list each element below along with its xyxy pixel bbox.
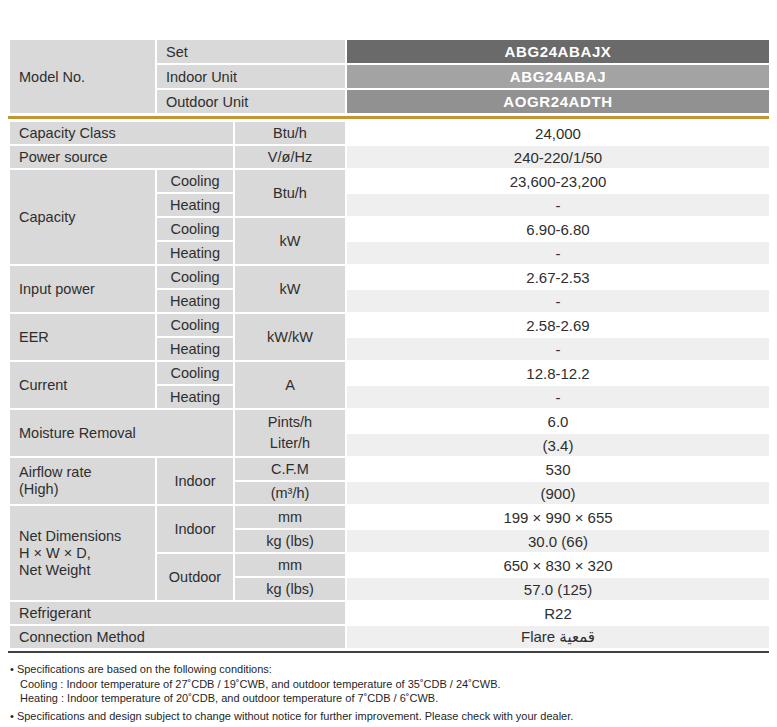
current-heating-label: Heating <box>156 385 234 409</box>
dimensions-indoor-label: Indoor <box>156 505 234 553</box>
eer-heating-value: - <box>346 337 770 361</box>
row-capacity-class: Capacity Class Btu/h 24,000 <box>9 121 770 145</box>
eer-heating-label: Heating <box>156 337 234 361</box>
footnotes: • Specifications are based on the follow… <box>8 662 769 723</box>
connection-method-label: Connection Method <box>9 625 346 649</box>
capacity-label: Capacity <box>9 169 156 265</box>
moisture-unit-pints: Pints/h <box>235 412 345 433</box>
dimensions-label-line1: Net Dimensions <box>19 528 155 545</box>
airflow-label-line2: (High) <box>19 481 155 498</box>
dimensions-indoor-kg-value: 30.0 (66) <box>346 529 770 553</box>
input-power-cooling-value: 2.67-2.53 <box>346 265 770 289</box>
current-unit: A <box>234 361 346 409</box>
row-input-power-cooling: Input power Cooling kW 2.67-2.53 <box>9 265 770 289</box>
moisture-liters-value: (3.4) <box>346 433 770 457</box>
model-table: Model No. Set ABG24ABAJX Indoor Unit ABG… <box>8 38 771 115</box>
dimensions-outdoor-kg-unit: kg (lbs) <box>234 577 346 601</box>
row-moisture-pints: Moisture Removal Pints/h Liter/h 6.0 <box>9 409 770 433</box>
input-power-heating-value: - <box>346 289 770 313</box>
airflow-label-line1: Airflow rate <box>19 464 155 481</box>
dimensions-indoor-kg-unit: kg (lbs) <box>234 529 346 553</box>
spec-table: Capacity Class Btu/h 24,000 Power source… <box>8 120 771 650</box>
eer-unit: kW/kW <box>234 313 346 361</box>
capacity-kw-unit: kW <box>234 217 346 265</box>
row-connection-method: Connection Method Flare قمعية <box>9 625 770 649</box>
capacity-kw-cooling-label: Cooling <box>156 217 234 241</box>
airflow-cfm-value: 530 <box>346 457 770 481</box>
moisture-unit-liters: Liter/h <box>235 433 345 454</box>
model-set-value: ABG24ABAJX <box>346 39 770 64</box>
capacity-class-label: Capacity Class <box>9 121 234 145</box>
eer-cooling-label: Cooling <box>156 313 234 337</box>
airflow-cfm-unit: C.F.M <box>234 457 346 481</box>
capacity-btu-heating-label: Heating <box>156 193 234 217</box>
dimensions-label-line3: Net Weight <box>19 562 155 579</box>
input-power-unit: kW <box>234 265 346 313</box>
airflow-location: Indoor <box>156 457 234 505</box>
row-airflow-cfm: Airflow rate (High) Indoor C.F.M 530 <box>9 457 770 481</box>
model-outdoor-value: AOGR24ADTH <box>346 89 770 114</box>
input-power-heating-label: Heating <box>156 289 234 313</box>
refrigerant-label: Refrigerant <box>9 601 346 625</box>
moisture-unit: Pints/h Liter/h <box>234 409 346 457</box>
dimensions-indoor-mm-value: 199 × 990 × 655 <box>346 505 770 529</box>
dimensions-label-line2: H × W × D, <box>19 545 155 562</box>
dimensions-label: Net Dimensions H × W × D, Net Weight <box>9 505 156 601</box>
spec-sheet: Model No. Set ABG24ABAJX Indoor Unit ABG… <box>8 38 769 653</box>
eer-label: EER <box>9 313 156 361</box>
model-indoor-value: ABG24ABAJ <box>346 64 770 89</box>
capacity-btu-cooling-label: Cooling <box>156 169 234 193</box>
power-source-unit: V/ø/Hz <box>234 145 346 169</box>
power-source-value: 240-220/1/50 <box>346 145 770 169</box>
airflow-label: Airflow rate (High) <box>9 457 156 505</box>
airflow-m3h-unit: (m³/h) <box>234 481 346 505</box>
model-row-set: Model No. Set ABG24ABAJX <box>9 39 770 64</box>
model-outdoor-label: Outdoor Unit <box>156 89 346 114</box>
input-power-label: Input power <box>9 265 156 313</box>
capacity-btu-unit: Btu/h <box>234 169 346 217</box>
footnote-heating-condition: Heating : Indoor temperature of 20˚CDB, … <box>8 691 769 706</box>
bottom-divider <box>8 651 769 653</box>
capacity-btu-heating-value: - <box>346 193 770 217</box>
row-refrigerant: Refrigerant R22 <box>9 601 770 625</box>
current-cooling-value: 12.8-12.2 <box>346 361 770 385</box>
airflow-m3h-value: (900) <box>346 481 770 505</box>
row-eer-cooling: EER Cooling kW/kW 2.58-2.69 <box>9 313 770 337</box>
current-cooling-label: Cooling <box>156 361 234 385</box>
dimensions-outdoor-mm-value: 650 × 830 × 320 <box>346 553 770 577</box>
power-source-label: Power source <box>9 145 234 169</box>
dimensions-outdoor-kg-value: 57.0 (125) <box>346 577 770 601</box>
row-power-source: Power source V/ø/Hz 240-220/1/50 <box>9 145 770 169</box>
current-heating-value: - <box>346 385 770 409</box>
capacity-kw-heating-value: - <box>346 241 770 265</box>
row-dimensions-indoor-mm: Net Dimensions H × W × D, Net Weight Ind… <box>9 505 770 529</box>
dimensions-indoor-mm-unit: mm <box>234 505 346 529</box>
eer-cooling-value: 2.58-2.69 <box>346 313 770 337</box>
row-capacity-btu-cooling: Capacity Cooling Btu/h 23,600-23,200 <box>9 169 770 193</box>
footnote-conditions: • Specifications are based on the follow… <box>8 662 769 677</box>
dimensions-outdoor-mm-unit: mm <box>234 553 346 577</box>
model-no-label: Model No. <box>9 39 156 114</box>
gold-divider <box>8 116 769 119</box>
footnote-cooling-condition: Cooling : Indoor temperature of 27˚CDB /… <box>8 677 769 692</box>
moisture-label: Moisture Removal <box>9 409 234 457</box>
model-indoor-label: Indoor Unit <box>156 64 346 89</box>
capacity-class-unit: Btu/h <box>234 121 346 145</box>
capacity-kw-cooling-value: 6.90-6.80 <box>346 217 770 241</box>
capacity-btu-cooling-value: 23,600-23,200 <box>346 169 770 193</box>
dimensions-outdoor-label: Outdoor <box>156 553 234 601</box>
capacity-kw-heating-label: Heating <box>156 241 234 265</box>
input-power-cooling-label: Cooling <box>156 265 234 289</box>
model-set-label: Set <box>156 39 346 64</box>
moisture-pints-value: 6.0 <box>346 409 770 433</box>
row-current-cooling: Current Cooling A 12.8-12.2 <box>9 361 770 385</box>
current-label: Current <box>9 361 156 409</box>
footnote-disclaimer: • Specifications and design subject to c… <box>8 709 769 724</box>
capacity-class-value: 24,000 <box>346 121 770 145</box>
refrigerant-value: R22 <box>346 601 770 625</box>
connection-method-value: Flare قمعية <box>346 625 770 649</box>
